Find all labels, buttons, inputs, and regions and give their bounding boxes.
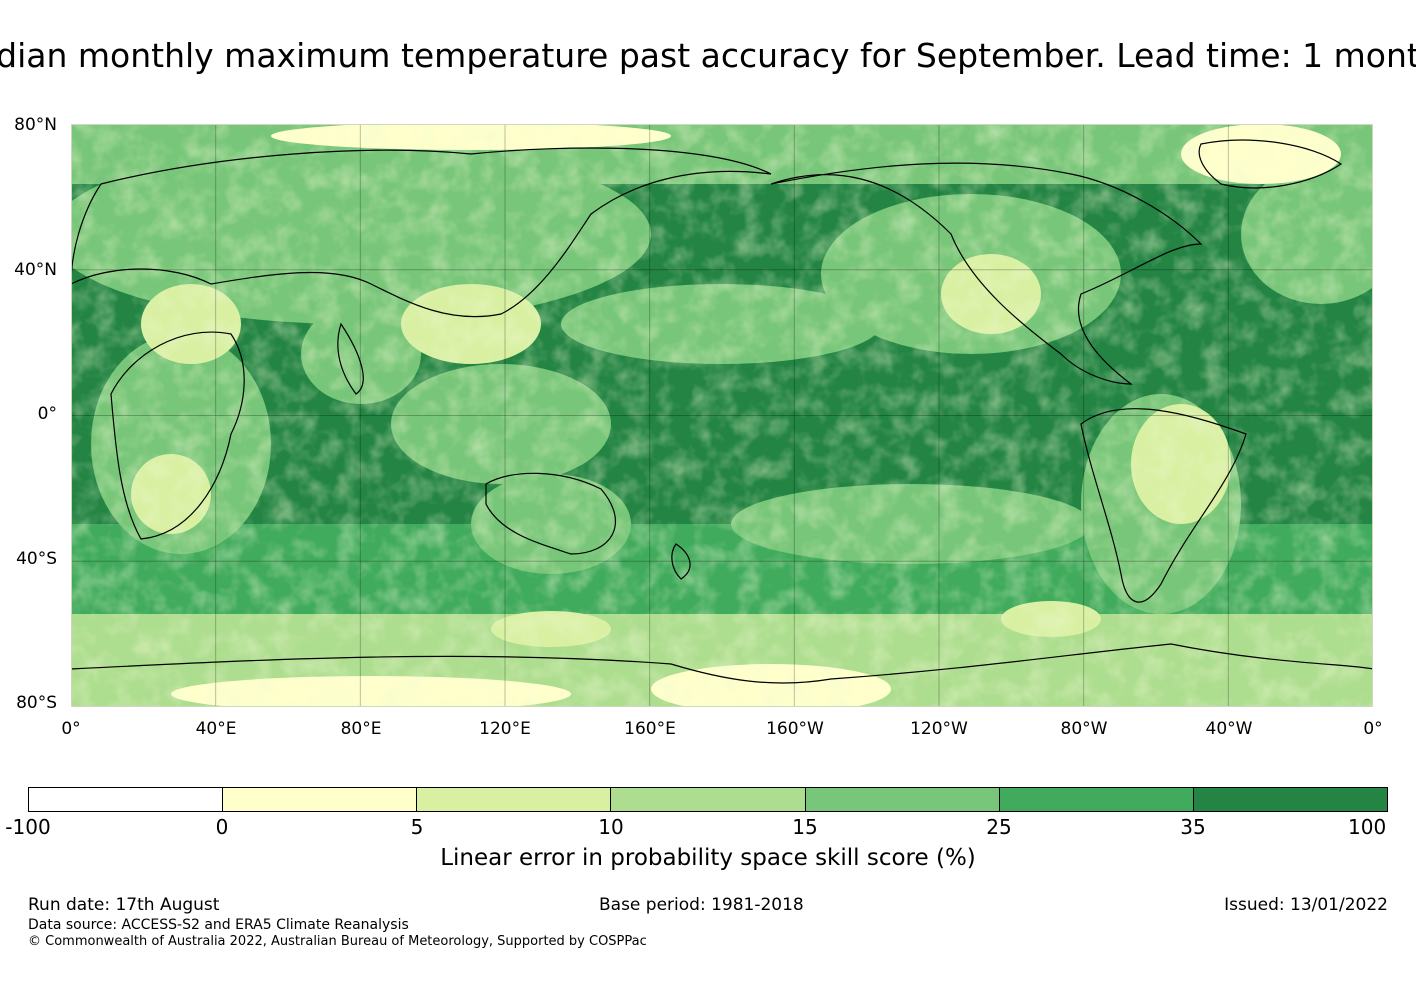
colorbar-tick: 10 (598, 815, 624, 839)
colorbar-tick: 35 (1180, 815, 1206, 839)
run-date: Run date: 17th August (28, 895, 220, 915)
lon-label-160w: 160°W (766, 719, 824, 739)
lat-label-40s: 40°S (16, 549, 57, 569)
lon-label-120w: 120°W (910, 719, 968, 739)
lon-label-0-west: 0° (61, 719, 81, 739)
colorbar-segment (222, 788, 417, 811)
data-source: Data source: ACCESS-S2 and ERA5 Climate … (28, 917, 409, 933)
lon-label-40e: 40°E (195, 719, 237, 739)
colorbar-tick: 5 (410, 815, 424, 839)
lon-label-80e: 80°E (340, 719, 382, 739)
colorbar-segment (29, 788, 223, 811)
lon-label-0-east: 0° (1363, 719, 1383, 739)
colorbar-tick: 0 (215, 815, 229, 839)
skill-map (71, 124, 1373, 707)
colorbar-tick: 100 (1348, 815, 1387, 839)
skill-map-canvas (71, 124, 1373, 707)
lon-label-80w: 80°W (1060, 719, 1108, 739)
lat-label-80n: 80°N (14, 115, 57, 135)
colorbar-tick: 25 (986, 815, 1012, 839)
colorbar-segment (610, 788, 805, 811)
colorbar-segment (804, 788, 999, 811)
lat-label-80s: 80°S (16, 693, 57, 713)
colorbar-segment (1192, 788, 1387, 811)
colorbar-caption: Linear error in probability space skill … (440, 845, 976, 871)
issued-date: Issued: 13/01/2022 (1224, 895, 1388, 915)
colorbar-segment (416, 788, 611, 811)
copyright: © Commonwealth of Australia 2022, Austra… (28, 934, 647, 949)
colorbar-tick: -100 (5, 815, 51, 839)
lon-label-160e: 160°E (624, 719, 676, 739)
lon-label-120e: 120°E (479, 719, 531, 739)
lat-label-0: 0° (37, 404, 57, 424)
base-period: Base period: 1981-2018 (599, 895, 804, 915)
colorbar (28, 787, 1388, 812)
colorbar-tick: 15 (792, 815, 818, 839)
lat-label-40n: 40°N (14, 260, 57, 280)
map-title: dian monthly maximum temperature past ac… (0, 36, 1416, 75)
colorbar-segment (998, 788, 1193, 811)
lon-label-40w: 40°W (1205, 719, 1253, 739)
